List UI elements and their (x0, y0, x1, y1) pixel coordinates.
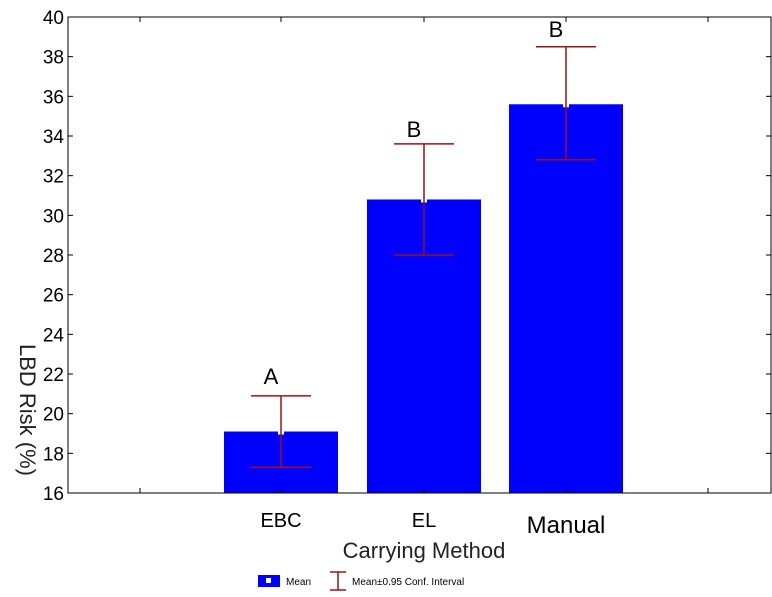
category-label-el: EL (412, 510, 436, 532)
legend-ci-label: Mean±0.95 Conf. Interval (352, 577, 464, 588)
category-label-manual: Manual (527, 512, 606, 539)
legend-mean-label: Mean (286, 577, 311, 588)
y-tick-label: 34 (43, 127, 65, 148)
group-letter: B (407, 117, 422, 142)
y-tick-label: 22 (43, 365, 64, 386)
y-tick-label: 18 (43, 444, 64, 465)
y-tick-label: 30 (43, 206, 64, 227)
x-axis-title: Carrying Method (343, 538, 506, 563)
y-tick-label: 28 (43, 246, 64, 267)
y-tick-label: 36 (43, 87, 64, 108)
y-tick-label: 38 (43, 48, 64, 69)
y-tick-label: 20 (43, 405, 64, 426)
legend-ci-icon (330, 571, 346, 591)
category-label-ebc: EBC (260, 510, 301, 532)
group-letter: B (549, 17, 564, 42)
legend-mean-marker (266, 578, 271, 583)
y-tick-label: 26 (43, 286, 64, 307)
y-axis-title: LBD Risk (%) (15, 344, 40, 476)
bar-manual (509, 104, 623, 494)
y-tick-label: 16 (43, 484, 64, 505)
y-tick-label: 40 (43, 8, 64, 29)
y-tick-label: 24 (43, 325, 65, 346)
y-tick-label: 32 (43, 167, 64, 188)
legend: Mean Mean±0.95 Conf. Interval (258, 571, 464, 591)
group-letter: A (264, 364, 279, 389)
